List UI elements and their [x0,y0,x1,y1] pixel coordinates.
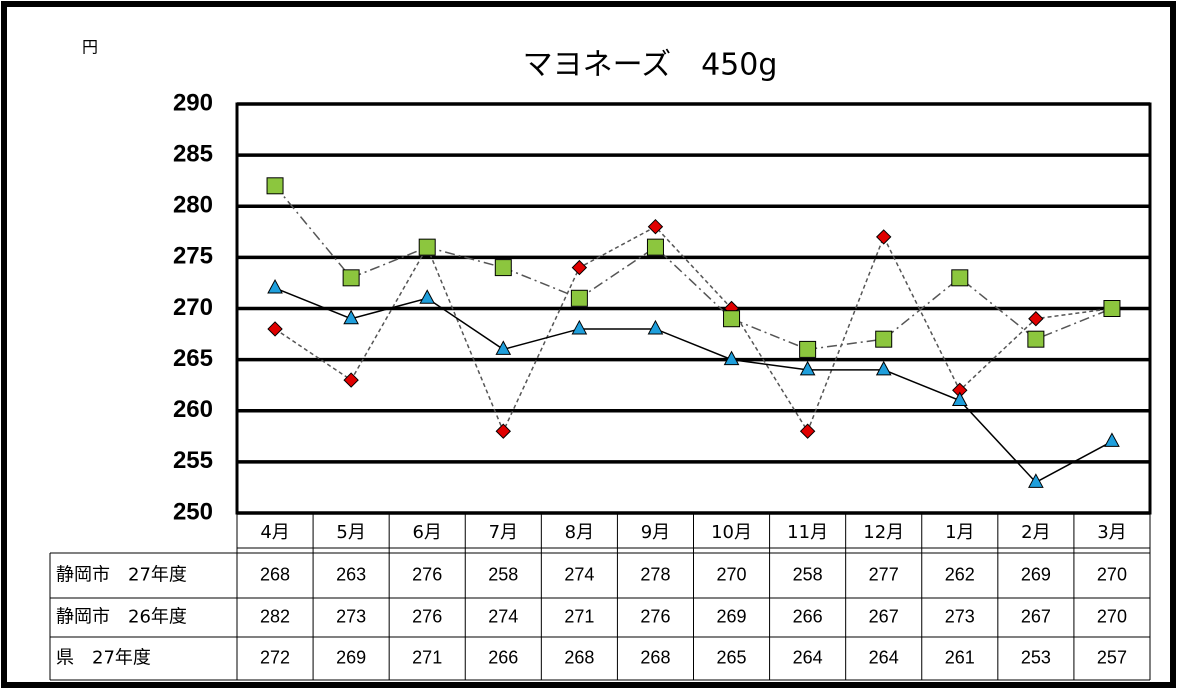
marker [571,259,588,276]
table-cell: 253 [1021,647,1051,667]
table-cell: 264 [793,647,823,667]
table-cell: 262 [945,564,975,584]
marker [494,259,512,277]
x-tick-label: 12月 [863,522,904,543]
table-cell: 258 [488,564,518,584]
table-cell: 266 [488,647,518,667]
marker [343,372,359,388]
marker [418,238,436,256]
table-cell: 273 [945,606,975,626]
marker [1104,432,1120,447]
x-tick-label: 1月 [945,522,974,543]
marker [267,321,283,337]
marker [876,229,892,245]
marker [951,269,969,287]
chart-title: マヨネーズ 450g [523,48,778,83]
table-cell: 272 [260,647,290,667]
y-tick-label: 280 [173,192,213,219]
marker [1028,311,1044,327]
marker [1027,330,1045,348]
table-cell: 265 [717,647,747,667]
table-cell: 269 [1021,564,1051,584]
y-tick-label: 265 [173,345,213,372]
table-cell: 277 [869,564,899,584]
marker [495,423,511,439]
series-line [274,185,1113,351]
table-cell: 270 [1097,564,1127,584]
marker [1028,473,1044,488]
table-cell: 270 [717,564,747,584]
y-tick-label: 260 [173,396,213,423]
marker [342,269,360,287]
x-tick-label: 4月 [260,522,289,543]
marker [343,309,359,325]
x-tick-label: 3月 [1097,522,1126,543]
marker [799,423,816,439]
table-cell: 263 [336,564,366,584]
table-cell: 273 [336,606,366,626]
y-tick-label: 250 [173,498,213,525]
x-tick-label: 6月 [412,522,441,543]
table-cell: 268 [260,564,290,584]
table-cell: 276 [412,606,442,626]
x-tick-label: 7月 [489,522,518,543]
marker [875,360,892,376]
table-cell: 270 [1097,606,1127,626]
table-cell: 258 [793,564,823,584]
row-label: 静岡市 27年度 [56,565,187,586]
table-cell: 268 [564,647,594,667]
x-tick-label: 9月 [641,522,670,543]
marker [875,330,893,348]
row-label: 県 27年度 [56,648,151,669]
table-cell: 257 [1097,647,1127,667]
table-cell: 278 [640,564,670,584]
marker [646,238,664,256]
y-tick-label: 270 [173,294,213,321]
table-cell: 267 [1021,606,1051,626]
series-line [274,287,1113,484]
table-cell: 276 [640,606,670,626]
marker [799,340,817,358]
marker [799,360,816,376]
table-cell: 282 [260,606,290,626]
x-tick-label: 8月 [565,522,594,543]
table-cell: 271 [412,647,442,667]
y-tick-label: 255 [173,447,213,474]
marker [571,319,588,335]
table-cell: 267 [869,606,899,626]
table-cell: 261 [945,647,975,667]
table-cell: 274 [488,606,518,626]
marker [267,278,283,294]
y-tick-label: 290 [173,89,213,116]
marker [647,218,664,235]
table-cell: 274 [564,564,594,584]
marker [495,340,512,355]
y-tick-label: 285 [173,140,213,167]
marker [647,319,664,335]
table-cell: 269 [717,606,747,626]
x-tick-label: 2月 [1021,522,1050,543]
marker [266,177,284,195]
marker [951,391,968,407]
marker [570,289,588,307]
series-line [274,225,1113,434]
marker [723,350,740,366]
marker [1103,300,1121,317]
row-label: 静岡市 26年度 [56,607,187,628]
y-tick-label: 275 [173,243,213,270]
table-cell: 269 [336,647,366,667]
x-tick-label: 10月 [711,522,752,543]
table-cell: 266 [793,606,823,626]
table-cell: 271 [564,606,594,626]
x-tick-label: 11月 [787,522,828,543]
marker [723,310,741,328]
table-cell: 276 [412,564,442,584]
marker [419,289,436,304]
y-axis-label: 円 [82,38,98,57]
table-cell: 268 [640,647,670,667]
x-tick-label: 5月 [336,522,365,543]
table-cell: 264 [869,647,899,667]
